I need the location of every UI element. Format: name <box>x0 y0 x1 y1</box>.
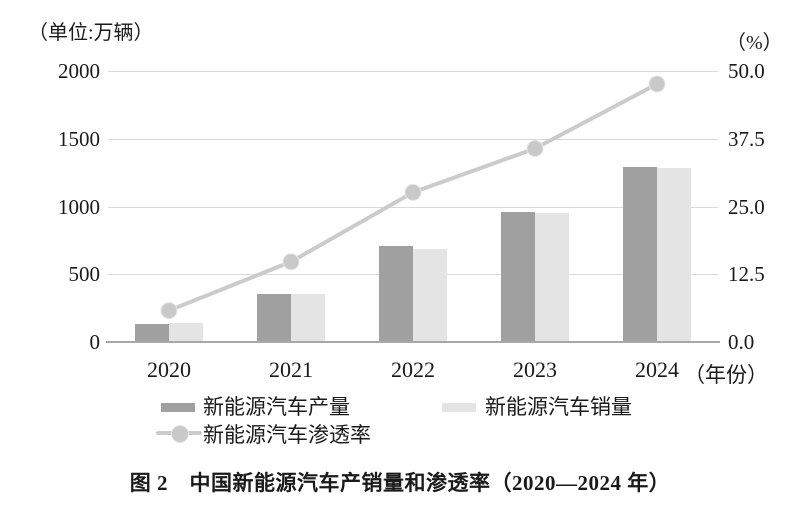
gridline <box>108 138 718 140</box>
production-bar-2023 <box>501 212 535 342</box>
figure-caption: 图 2 中国新能源汽车产销量和渗透率（2020—2024 年） <box>129 471 671 495</box>
sales-bar-2021 <box>291 294 325 342</box>
right-axis-unit-label: （%） <box>726 32 783 54</box>
x-axis-label-2024: 2024 <box>635 357 679 382</box>
legend-label-production: 新能源汽车产量 <box>203 395 350 419</box>
right-axis-tick: 25.0 <box>728 194 765 219</box>
x-axis-line <box>106 341 720 343</box>
plot-area <box>108 71 718 342</box>
sales-bar-2023 <box>535 213 569 342</box>
right-axis-tick: 0.0 <box>728 330 755 354</box>
right-axis-tick: 50.0 <box>728 59 765 83</box>
sales-bar-2022 <box>413 248 447 342</box>
x-axis-label-2021: 2021 <box>269 357 313 382</box>
legend-swatch-production <box>161 403 195 412</box>
left-axis-unit-label: （单位:万辆） <box>28 22 154 44</box>
x-axis-label-2020: 2020 <box>147 357 191 382</box>
gridline <box>108 71 718 72</box>
penetration-marker-2021 <box>282 253 300 271</box>
x-axis-suffix-label: （年份） <box>684 363 768 387</box>
right-axis-tick: 37.5 <box>728 126 765 151</box>
sales-bar-2020 <box>169 323 203 342</box>
x-axis-label-2023: 2023 <box>513 357 557 382</box>
penetration-line-layer <box>160 75 666 320</box>
x-axis-label-2022: 2022 <box>391 357 435 382</box>
legend-label-sales: 新能源汽车销量 <box>485 395 632 419</box>
penetration-marker-2023 <box>526 140 544 158</box>
left-axis-tick: 2000 <box>58 59 100 83</box>
left-axis-tick: 1000 <box>58 194 100 219</box>
left-axis-tick: 1500 <box>58 126 100 151</box>
production-bar-2024 <box>623 167 657 342</box>
penetration-marker-2022 <box>404 183 422 201</box>
left-axis-tick: 500 <box>68 262 101 287</box>
right-axis-tick: 12.5 <box>728 262 765 287</box>
penetration-marker-2020 <box>160 302 178 320</box>
penetration-marker-2024 <box>648 75 666 93</box>
legend-marker-penetration-icon <box>171 425 189 443</box>
gridline <box>108 206 718 208</box>
production-bar-2020 <box>135 323 169 342</box>
production-bar-2021 <box>257 293 291 342</box>
legend-swatch-sales <box>442 403 476 412</box>
production-bar-2022 <box>379 246 413 342</box>
legend-label-penetration: 新能源汽车渗透率 <box>203 423 371 447</box>
sales-bar-2024 <box>657 167 691 342</box>
left-axis-tick: 0 <box>89 330 101 354</box>
